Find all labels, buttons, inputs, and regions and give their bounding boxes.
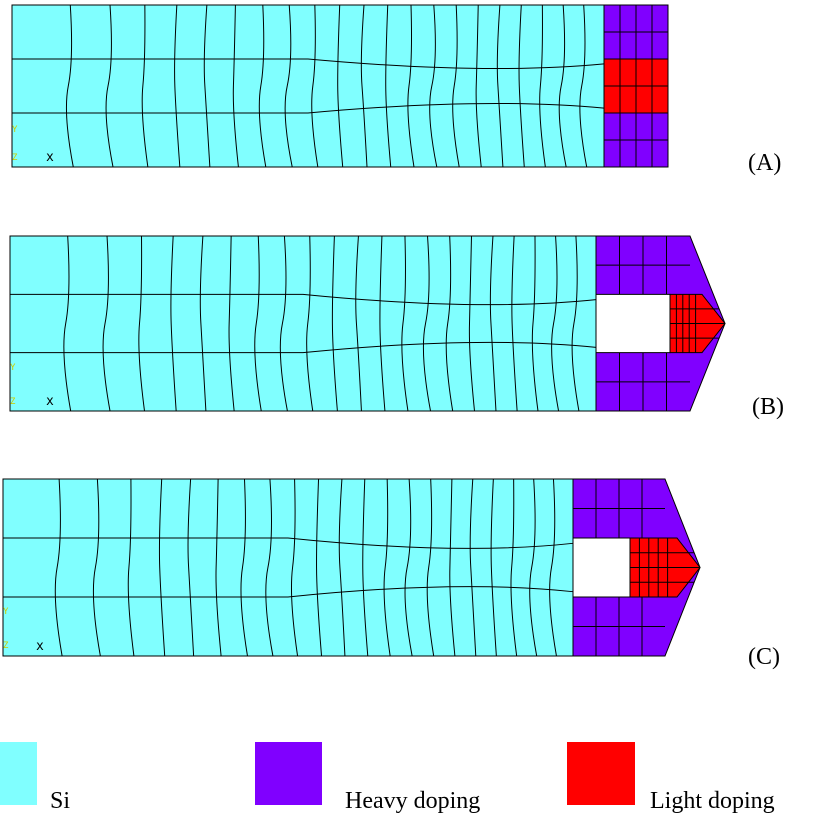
panel-label: (C) xyxy=(748,644,780,670)
axis-label: Z xyxy=(12,153,18,163)
si-region xyxy=(3,479,573,656)
legend-swatch xyxy=(255,742,322,805)
legend-swatch xyxy=(567,742,635,805)
axis-label: Y xyxy=(3,607,9,617)
axis-label: Z xyxy=(3,641,9,651)
panel-label: (A) xyxy=(748,150,781,176)
si-region xyxy=(12,5,604,167)
axis-label: Z xyxy=(10,397,16,407)
legend-label: Heavy doping xyxy=(345,788,480,814)
meshes xyxy=(3,5,725,656)
si-region xyxy=(10,236,596,411)
legend-swatch xyxy=(0,742,37,805)
cavity xyxy=(573,538,630,597)
axis-label: Y xyxy=(12,125,18,135)
legend-label: Light doping xyxy=(650,788,775,814)
axis-label: x xyxy=(36,639,44,654)
panel-label: (B) xyxy=(752,394,784,420)
axis-label: Y xyxy=(10,363,16,373)
legend-label: Si xyxy=(50,788,70,814)
axis-label: x xyxy=(46,394,54,409)
axis-label: x xyxy=(46,150,54,165)
figure: (A) (B) (C) x Y Z x Y Z x Y Z Si Heavy d… xyxy=(0,0,820,821)
